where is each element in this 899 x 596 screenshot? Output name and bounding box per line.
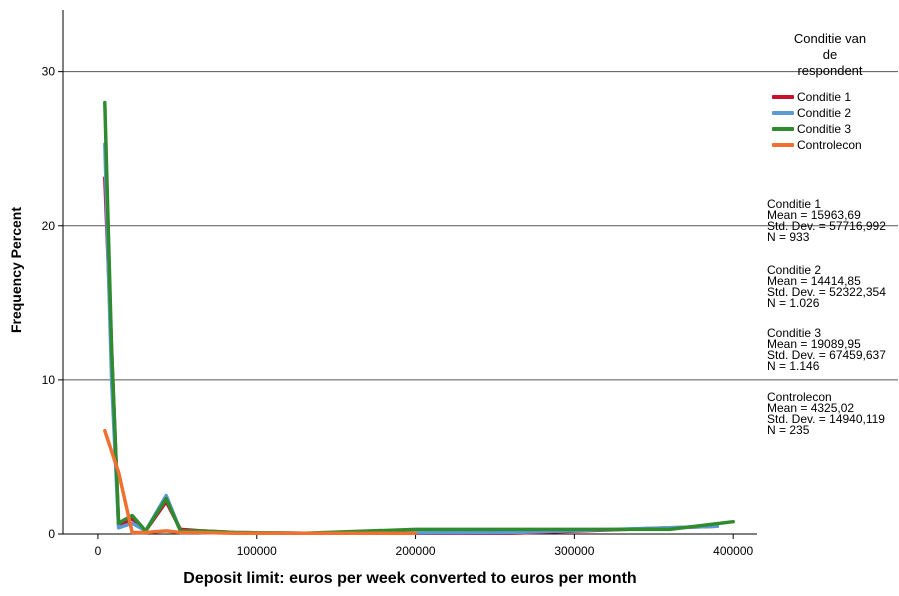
- y-tick-label: 30: [42, 65, 56, 79]
- stats-sd: Std. Dev. = 57716,992: [767, 219, 886, 233]
- y-tick-label: 20: [42, 219, 56, 233]
- legend-swatch: [772, 143, 794, 147]
- x-tick-label: 0: [95, 544, 102, 558]
- stats-name: Controlecon: [767, 390, 832, 404]
- stats-sd: Std. Dev. = 52322,354: [767, 285, 886, 299]
- stats-block-conditie-2: Conditie 2 Mean = 14414,85 Std. Dev. = 5…: [767, 263, 886, 310]
- stats-mean: Mean = 4325,02: [767, 401, 855, 415]
- legend-swatch: [772, 111, 794, 115]
- series-line-controlecon: [103, 428, 418, 535]
- legend-label: Conditie 1: [797, 90, 852, 104]
- legend-item-conditie-3: Conditie 3: [764, 121, 896, 137]
- stats-block-conditie-1: Conditie 1 Mean = 15963,69 Std. Dev. = 5…: [767, 197, 886, 244]
- stats-mean: Mean = 15963,69: [767, 208, 861, 222]
- x-tick-label: 300000: [554, 544, 594, 558]
- legend-title: Conditie van de respondent: [793, 31, 867, 78]
- stats-sd: Std. Dev. = 14940,119: [767, 412, 885, 426]
- x-tick-label: 100000: [237, 544, 277, 558]
- y-tick-label: 10: [42, 373, 56, 387]
- stats-mean: Mean = 19089,95: [767, 337, 861, 351]
- legend-label: Conditie 3: [797, 122, 852, 136]
- stats-sd: Std. Dev. = 67459,637: [767, 348, 886, 362]
- stats-name: Conditie 2: [767, 263, 822, 277]
- series-line-conditie-3: [103, 100, 735, 535]
- legend: Conditie van de respondent Conditie 1 Co…: [764, 31, 896, 153]
- series-lines: [103, 100, 735, 535]
- stats-n: N = 1.146: [767, 359, 820, 373]
- legend-label: Controlecon: [797, 138, 862, 152]
- x-tick-label: 400000: [713, 544, 753, 558]
- y-axis-label: Frequency Percent: [8, 206, 24, 334]
- legend-item-controlecon: Controlecon: [764, 137, 896, 153]
- x-axis-label: Deposit limit: euros per week converted …: [183, 570, 637, 587]
- axes: 0 10 20 30 0 100000 200000 300000 400000: [42, 10, 757, 558]
- stats-n: N = 235: [767, 423, 810, 437]
- stats-name: Conditie 3: [767, 326, 822, 340]
- stats-n: N = 1.026: [767, 296, 820, 310]
- stats-n: N = 933: [767, 230, 810, 244]
- y-tick-label: 0: [48, 527, 55, 541]
- gridlines: [63, 71, 898, 381]
- legend-swatch: [772, 127, 794, 131]
- stats-block-conditie-3: Conditie 3 Mean = 19089,95 Std. Dev. = 6…: [767, 326, 886, 373]
- stats-name: Conditie 1: [767, 197, 822, 211]
- series-line-conditie-2: [103, 142, 720, 535]
- legend-label: Conditie 2: [797, 106, 852, 120]
- series-line-conditie-1: [103, 176, 720, 535]
- stats-mean: Mean = 14414,85: [767, 274, 861, 288]
- legend-item-conditie-2: Conditie 2: [764, 105, 896, 121]
- x-tick-label: 200000: [396, 544, 436, 558]
- legend-item-conditie-1: Conditie 1: [764, 89, 896, 105]
- legend-swatch: [772, 95, 794, 99]
- stats-block-controlecon: Controlecon Mean = 4325,02 Std. Dev. = 1…: [767, 390, 885, 437]
